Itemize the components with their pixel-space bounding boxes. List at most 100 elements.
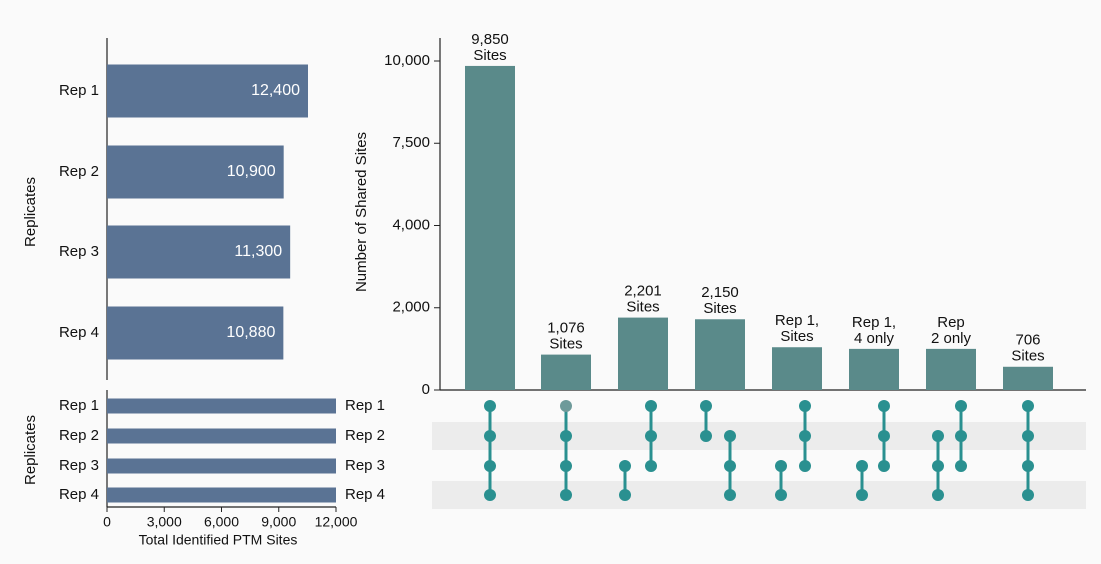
intersection-bar-label: 2 only: [931, 330, 972, 347]
matrix-dot: [619, 489, 631, 501]
set-size-value-label: 11,300: [234, 243, 282, 260]
intersection-bar: [541, 354, 591, 390]
mini-tick-label: Rep 4: [59, 486, 99, 503]
matrix-row-stripe: [432, 481, 1086, 509]
intersection-bar-label: Sites: [473, 47, 506, 64]
matrix-dot: [932, 489, 944, 501]
mini-set-bar: [107, 487, 336, 503]
matrix-dot: [619, 460, 631, 472]
matrix-dot: [799, 400, 811, 412]
mini-right-label: Rep 2: [345, 427, 385, 444]
matrix-dot: [955, 400, 967, 412]
matrix-dot: [799, 430, 811, 442]
mini-tick-label: Rep 3: [59, 457, 99, 474]
matrix-dot: [645, 430, 657, 442]
matrix-dot: [724, 430, 736, 442]
intersection-bar-label: Sites: [626, 299, 659, 316]
intersection-bar-label: Sites: [549, 336, 582, 353]
set-size-bar: [107, 225, 291, 279]
matrix-dot: [775, 489, 787, 501]
intersection-bar-label: 4 only: [854, 330, 895, 347]
intersection-bar: [772, 347, 822, 390]
matrix-dot: [560, 460, 572, 472]
matrix-dot: [700, 430, 712, 442]
intersection-bar-label: 1,076: [547, 320, 585, 337]
intersection-bar-label: Rep 1,: [852, 314, 896, 331]
set-size-value-label: 12,400: [251, 82, 300, 99]
matrix-dot: [878, 430, 890, 442]
intersection-y-tick-label: 0: [422, 381, 430, 398]
intersection-y-tick-label: 2,000: [392, 299, 430, 316]
matrix-dot: [1022, 400, 1034, 412]
matrix-dot: [1022, 489, 1034, 501]
mini-x-tick-label: 0: [103, 514, 111, 530]
matrix-dot: [560, 400, 572, 412]
intersection-bar: [618, 317, 668, 390]
intersection-bar: [1003, 366, 1053, 390]
matrix-dot: [878, 460, 890, 472]
matrix-dot: [484, 460, 496, 472]
matrix-dot: [799, 460, 811, 472]
mini-right-label: Rep 4: [345, 486, 385, 503]
intersection-ylabel: Number of Shared Sites: [353, 132, 370, 292]
matrix-dot: [700, 400, 712, 412]
intersection-bar-label: 2,201: [624, 283, 662, 300]
matrix-dot: [955, 430, 967, 442]
matrix-dot: [484, 400, 496, 412]
matrix-dot: [856, 489, 868, 501]
intersection-bar-label: Rep 1,: [775, 312, 819, 329]
set-size-value-label: 10,880: [226, 324, 275, 341]
matrix-dot: [856, 460, 868, 472]
matrix-dot: [955, 460, 967, 472]
set-size-bar: [107, 306, 284, 360]
matrix-dot: [775, 460, 787, 472]
mini-xlabel: Total Identified PTM Sites: [139, 532, 298, 548]
matrix-dot: [484, 430, 496, 442]
intersection-y-tick-label: 10,000: [384, 52, 430, 69]
intersection-bar-label: Sites: [780, 328, 813, 345]
mini-set-bar: [107, 458, 336, 474]
intersection-bar-label: Sites: [703, 300, 736, 317]
matrix-dot: [484, 489, 496, 501]
matrix-dot: [560, 430, 572, 442]
intersection-bar: [849, 348, 899, 390]
matrix-dot: [560, 489, 572, 501]
matrix-dot: [1022, 460, 1034, 472]
matrix-dot: [932, 460, 944, 472]
matrix-dot: [932, 430, 944, 442]
mini-ylabel: Replicates: [22, 415, 39, 485]
intersection-bar-label: Sites: [1011, 348, 1044, 365]
set-size-ylabel: Replicates: [22, 177, 39, 247]
matrix-dot: [724, 460, 736, 472]
mini-x-tick-label: 12,000: [315, 514, 358, 530]
matrix-dot: [645, 400, 657, 412]
mini-x-tick-label: 9,000: [261, 514, 296, 530]
mini-tick-label: Rep 2: [59, 427, 99, 444]
set-size-tick-label: Rep 4: [59, 324, 99, 341]
intersection-y-tick-label: 7,500: [392, 134, 430, 151]
mini-right-label: Rep 1: [345, 397, 385, 414]
intersection-bar-label: 2,150: [701, 284, 739, 301]
matrix-dot: [1022, 430, 1034, 442]
mini-set-bar: [107, 428, 336, 444]
intersection-bar: [465, 65, 515, 390]
set-size-tick-label: Rep 1: [59, 82, 99, 99]
set-size-tick-label: Rep 3: [59, 243, 99, 260]
mini-set-bar: [107, 398, 336, 414]
matrix-dot: [724, 489, 736, 501]
intersection-bar: [695, 319, 745, 390]
set-size-bar: [107, 64, 308, 118]
intersection-y-tick-label: 4,000: [392, 216, 430, 233]
set-size-bar: [107, 145, 284, 199]
intersection-bar: [926, 348, 976, 390]
matrix-dot: [878, 400, 890, 412]
mini-tick-label: Rep 1: [59, 397, 99, 414]
matrix-dot: [645, 460, 657, 472]
matrix-row-stripe: [432, 422, 1086, 450]
intersection-bar-label: Rep: [937, 314, 965, 331]
mini-right-label: Rep 3: [345, 457, 385, 474]
mini-x-tick-label: 3,000: [147, 514, 182, 530]
set-size-value-label: 10,900: [227, 163, 276, 180]
